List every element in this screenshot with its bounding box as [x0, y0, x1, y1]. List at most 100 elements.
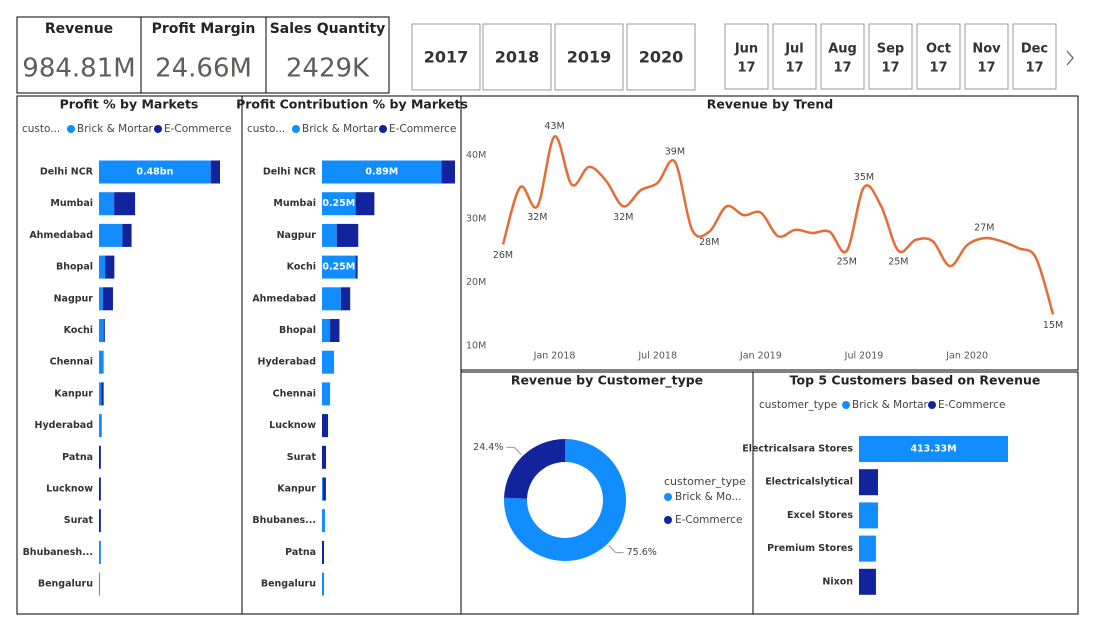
- category-label: Mumbai: [50, 198, 93, 209]
- month-label[interactable]: Aug: [828, 42, 857, 57]
- month-year-label[interactable]: 17: [929, 61, 947, 76]
- y-tick-label: 30M: [466, 214, 486, 225]
- month-year-label[interactable]: 17: [977, 61, 995, 76]
- data-label: 75.6%: [627, 547, 657, 558]
- month-label[interactable]: Oct: [926, 42, 951, 57]
- legend-entry: E-Commerce: [675, 514, 742, 526]
- bar-segment: [101, 382, 104, 406]
- bar-segment: [99, 255, 106, 279]
- bar-segment: [99, 382, 102, 406]
- bar-segment: [355, 192, 375, 216]
- month-label[interactable]: Jun: [734, 42, 758, 57]
- data-label: 32M: [613, 212, 633, 223]
- category-label: Bhubanes...: [252, 515, 316, 526]
- y-tick-label: 40M: [466, 150, 486, 161]
- legend-dot: [664, 516, 672, 524]
- month-year-label[interactable]: 17: [1025, 61, 1043, 76]
- category-label: Mumbai: [273, 198, 316, 209]
- month-year-label[interactable]: 17: [833, 61, 851, 76]
- legend-dot: [154, 125, 162, 133]
- kpi-value: 984.81M: [22, 54, 135, 84]
- category-label: Delhi NCR: [40, 167, 94, 178]
- category-label: Bengaluru: [38, 579, 93, 590]
- category-label: Patna: [285, 547, 316, 558]
- chart-title: Top 5 Customers based on Revenue: [790, 373, 1041, 388]
- month-button[interactable]: [724, 23, 769, 90]
- bar-segment: [99, 477, 101, 501]
- month-button[interactable]: [868, 23, 913, 90]
- month-year-label[interactable]: 17: [785, 61, 803, 76]
- bar-segment: [114, 192, 136, 216]
- month-button[interactable]: [820, 23, 865, 90]
- month-button[interactable]: [1012, 23, 1057, 90]
- legend-dot: [67, 125, 75, 133]
- bar-segment: [322, 350, 335, 374]
- category-label: Kanpur: [277, 484, 316, 495]
- category-label: Surat: [287, 452, 317, 463]
- x-tick-label: Jul 2018: [637, 351, 677, 362]
- legend-title: custo...: [247, 123, 285, 135]
- y-tick-label: 10M: [466, 341, 486, 352]
- legend-dot: [842, 401, 850, 409]
- category-label: Nagpur: [54, 293, 94, 304]
- month-button[interactable]: [964, 23, 1009, 90]
- month-label[interactable]: Sep: [877, 42, 905, 57]
- bar-segment: [322, 540, 325, 564]
- kpi-label: Profit Margin: [152, 21, 256, 37]
- data-label: 27M: [974, 223, 994, 234]
- category-label: Bhubanesh...: [23, 547, 93, 558]
- category-label: Bengaluru: [261, 579, 316, 590]
- month-label[interactable]: Nov: [972, 42, 1001, 57]
- category-label: Nagpur: [277, 230, 317, 241]
- category-label: Ahmedabad: [29, 230, 93, 241]
- month-button[interactable]: [916, 23, 961, 90]
- data-label: 0.25M: [322, 262, 355, 273]
- bar-segment: [99, 540, 101, 564]
- month-button[interactable]: [772, 23, 817, 90]
- month-year-label[interactable]: 17: [881, 61, 899, 76]
- bar-segment: [322, 382, 331, 406]
- kpi-label: Sales Quantity: [270, 21, 386, 37]
- category-label: Lucknow: [46, 484, 93, 495]
- category-label: Kochi: [287, 262, 316, 273]
- legend-title: customer_type: [759, 399, 837, 411]
- legend-entry: Brick & Mortar: [77, 123, 154, 135]
- year-button[interactable]: [554, 23, 624, 91]
- category-label: Surat: [64, 515, 94, 526]
- month-label[interactable]: Jul: [784, 42, 804, 57]
- year-label[interactable]: 2017: [424, 48, 469, 67]
- bar-segment: [859, 568, 876, 595]
- bar-segment: [99, 572, 100, 596]
- category-label: Kochi: [64, 325, 93, 336]
- leader-line: [608, 545, 624, 554]
- bar-segment: [322, 287, 341, 311]
- year-button[interactable]: [626, 23, 696, 91]
- legend-entry: E-Commerce: [938, 399, 1005, 411]
- year-button[interactable]: [411, 23, 481, 91]
- data-label: 26M: [493, 250, 513, 261]
- bar-segment: [336, 223, 359, 247]
- category-label: Patna: [62, 452, 93, 463]
- next-arrow[interactable]: [1066, 50, 1074, 66]
- chart-title: Profit % by Markets: [60, 97, 199, 112]
- month-year-label[interactable]: 17: [737, 61, 755, 76]
- month-label[interactable]: Dec: [1021, 42, 1048, 57]
- bar-segment: [330, 319, 340, 342]
- bar-segment: [99, 160, 211, 184]
- bar-segment: [322, 477, 323, 501]
- x-tick-label: Jul 2019: [844, 351, 884, 362]
- data-label: 25M: [837, 256, 857, 267]
- data-label: 413.33M: [910, 444, 956, 455]
- bar-segment: [99, 445, 101, 469]
- bar-segment: [105, 255, 115, 279]
- legend-entry: Brick & Mo...: [675, 491, 741, 503]
- year-label[interactable]: 2019: [567, 48, 612, 67]
- year-label[interactable]: 2018: [495, 48, 540, 67]
- year-label[interactable]: 2020: [639, 48, 684, 67]
- bar-segment: [99, 287, 103, 311]
- kpi-card: [265, 16, 390, 94]
- bar-segment: [859, 469, 878, 496]
- legend-title: customer_type: [664, 475, 746, 488]
- year-button[interactable]: [482, 23, 552, 91]
- data-label: 0.48bn: [136, 167, 173, 178]
